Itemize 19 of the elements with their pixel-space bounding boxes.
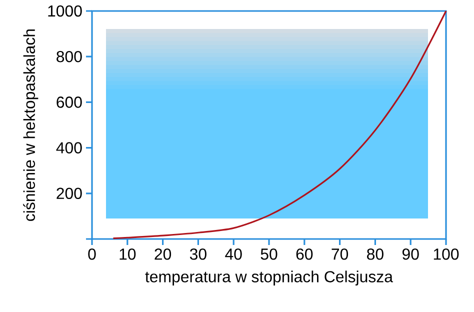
x-tick-label: 30 xyxy=(190,248,206,260)
x-tick-label: 50 xyxy=(260,248,278,260)
x-axis-title: temperatura w stopniach Celsjusza xyxy=(145,270,393,286)
x-tick-label: 90 xyxy=(402,248,419,260)
x-tick-label: 20 xyxy=(154,248,172,260)
y-tick-label: 400 xyxy=(56,142,82,154)
x-tick-label: 10 xyxy=(120,248,136,260)
x-tick-label: 70 xyxy=(332,248,348,260)
y-tick-label: 800 xyxy=(56,50,82,62)
x-tick-label: 60 xyxy=(296,248,313,260)
y-tick-label: 200 xyxy=(56,188,82,200)
y-tick-label: 600 xyxy=(56,96,82,108)
line-series xyxy=(112,10,447,240)
y-tick-label: 1000 xyxy=(48,5,82,17)
x-tick-label: 100 xyxy=(434,248,459,260)
y-axis-title: ciśnienie w hektopaskalach xyxy=(23,30,38,221)
x-tick-label: 0 xyxy=(88,248,96,260)
x-tick-label: 40 xyxy=(225,248,242,260)
x-tick-label: 80 xyxy=(367,248,384,260)
